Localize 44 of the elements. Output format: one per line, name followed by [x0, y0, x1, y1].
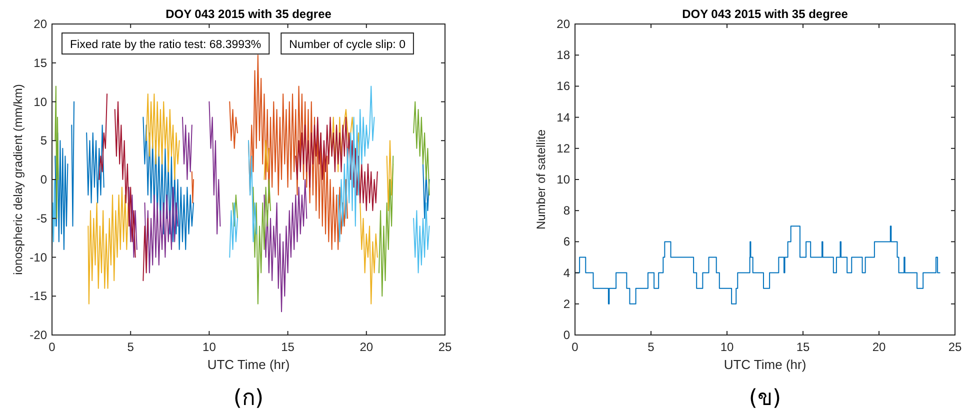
- x-tick-label: 15: [281, 340, 295, 354]
- y-tick-label: 16: [556, 79, 570, 94]
- x-tick-label: 15: [796, 340, 810, 354]
- y-tick-label: 14: [556, 110, 570, 124]
- y-tick-label: 15: [34, 56, 48, 70]
- y-tick-label: 20: [34, 17, 48, 31]
- y-tick-label: 0: [40, 172, 48, 186]
- annotation-box: Number of cycle slip: 0: [280, 32, 414, 54]
- x-tick-label: 20: [360, 340, 374, 354]
- annotation: Number of cycle slip: 0: [289, 39, 406, 51]
- x-tick-label: 25: [948, 340, 962, 354]
- y-tick-label: 18: [556, 48, 570, 62]
- y-tick-label: -5: [36, 211, 48, 226]
- text: (ก): [233, 386, 264, 411]
- chart-title: DOY 043 2015 with 35 degree: [166, 7, 332, 21]
- x-tick-label: 5: [648, 340, 655, 354]
- x-tick-label: 20: [872, 340, 886, 354]
- y-tick-label: -10: [30, 250, 48, 264]
- y-tick-label: -20: [30, 328, 48, 342]
- x-tick-label: 10: [720, 340, 734, 354]
- x-tick-label: 5: [127, 340, 134, 354]
- y-tick-label: 8: [563, 204, 570, 218]
- y-axis-title: Number of satellite: [534, 129, 548, 230]
- y-tick-label: 6: [563, 234, 570, 249]
- x-axis-title: UTC Time (hr): [724, 357, 806, 372]
- y-tick-label: 2: [563, 296, 570, 311]
- annotation: Fixed rate by the ratio test: 68.3993%: [70, 39, 262, 51]
- y-tick-label: -15: [30, 289, 48, 304]
- annotation-box: Fixed rate by the ratio test: 68.3993%: [62, 32, 270, 54]
- y-tick-label: 5: [40, 134, 48, 148]
- x-tick-label: 25: [438, 340, 452, 354]
- y-axis-title: ionospheric delay gradient (mm/km): [11, 84, 25, 275]
- y-tick-label: 4: [563, 266, 570, 280]
- y-tick-label: 12: [556, 141, 570, 156]
- x-axis-title: UTC Time (hr): [207, 357, 290, 372]
- y-tick-label: 20: [556, 17, 570, 31]
- x-tick-label: 0: [48, 340, 56, 354]
- y-tick-label: 0: [563, 328, 570, 342]
- text: (ข): [748, 386, 782, 411]
- y-tick-label: 10: [556, 172, 570, 186]
- x-tick-label: 0: [572, 340, 579, 354]
- x-tick-label: 10: [202, 340, 216, 354]
- y-tick-label: 10: [34, 94, 48, 109]
- chart-title: DOY 043 2015 with 35 degree: [682, 7, 848, 21]
